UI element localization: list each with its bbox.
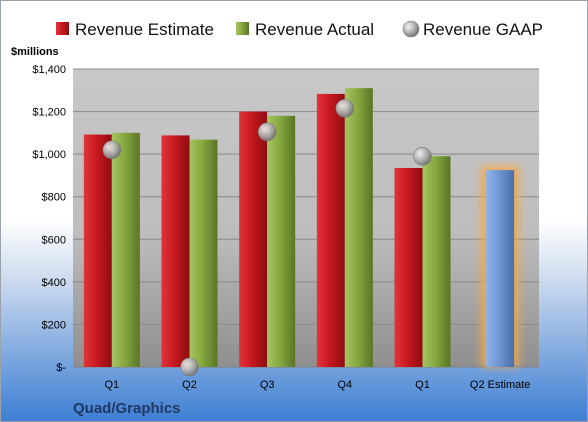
x-tick-label: Q2 <box>182 379 197 391</box>
revenue-gaap-marker <box>180 357 199 377</box>
x-tick-label: Q3 <box>260 379 275 391</box>
legend-label: Revenue GAAP <box>423 20 543 39</box>
y-tick-label: $600 <box>42 234 66 246</box>
gaap-markers <box>102 99 432 377</box>
y-tick-label: $- <box>56 362 66 374</box>
revenue-actual-bar <box>344 88 373 368</box>
y-tick-label: $1,000 <box>32 149 66 161</box>
revenue-estimate-bar <box>83 134 112 367</box>
revenue-actual-bar <box>422 156 451 367</box>
revenue-actual-bar <box>267 115 296 367</box>
y-axis-unit-label: $millions <box>11 46 59 58</box>
y-tick-label: $200 <box>42 319 66 331</box>
revenue-actual-bar <box>111 132 140 367</box>
revenue-gaap-marker <box>257 122 277 142</box>
bars <box>83 88 520 368</box>
legend-swatch-revenue-gaap <box>402 20 420 38</box>
revenue-estimate-bar <box>394 167 423 367</box>
revenue-actual-bar <box>189 139 218 367</box>
y-tick-label: $1,400 <box>32 64 66 76</box>
company-name: Quad/Graphics <box>73 400 181 417</box>
revenue-gaap-marker <box>335 99 355 118</box>
legend-label: Revenue Actual <box>255 20 374 39</box>
x-tick-label: Q4 <box>337 379 352 391</box>
legend: Revenue Estimate Revenue Actual Revenue GA… <box>56 20 543 39</box>
y-tick-label: $800 <box>42 192 66 204</box>
q2-estimate-bar <box>486 170 515 367</box>
legend-swatch-revenue-actual <box>236 22 249 35</box>
legend-label: Revenue Estimate <box>75 20 214 39</box>
y-axis-ticks: $- $200 $400 $600 $800 $1,000 $1,200 $1,400 <box>32 64 66 374</box>
x-tick-label: Q1 <box>104 379 119 391</box>
gridlines <box>73 68 539 368</box>
revenue-estimate-bar <box>316 93 345 367</box>
x-tick-label: Q2 Estimate <box>470 379 531 391</box>
y-tick-label: $400 <box>42 277 66 289</box>
revenue-gaap-marker <box>102 140 122 160</box>
y-tick-label: $1,200 <box>32 107 66 119</box>
legend-swatch-revenue-estimate <box>56 22 69 35</box>
revenue-estimate-bar <box>239 111 268 367</box>
revenue-gaap-marker <box>413 146 432 166</box>
x-tick-label: Q1 <box>415 379 430 391</box>
revenue-estimate-bar <box>161 135 190 367</box>
x-axis-ticks: Q1 Q2 Q3 Q4 Q1 Q2 Estimate <box>104 379 530 391</box>
plot-area <box>73 69 539 367</box>
